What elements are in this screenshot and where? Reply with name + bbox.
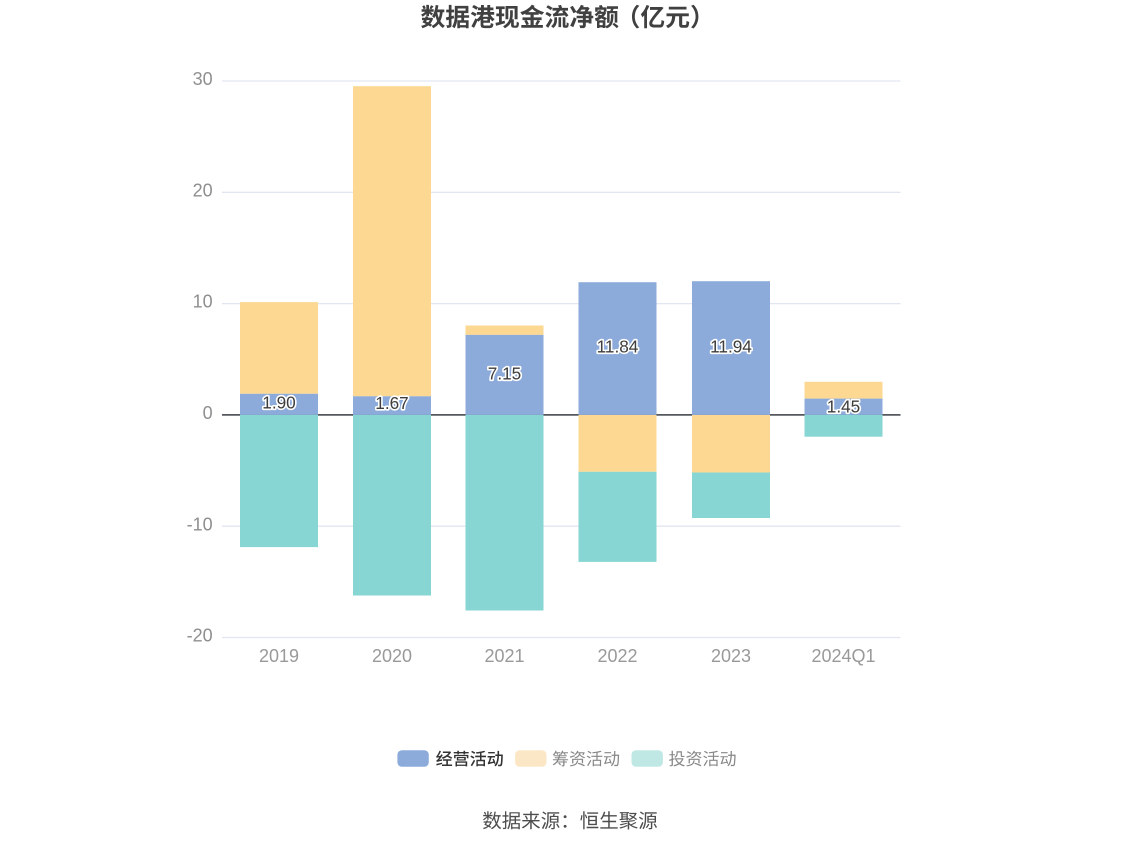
svg-text:11.94: 11.94 — [710, 337, 752, 357]
svg-text:11.84: 11.84 — [597, 336, 639, 356]
svg-text:2022: 2022 — [597, 646, 637, 666]
svg-text:7.15: 7.15 — [488, 363, 521, 383]
svg-text:0: 0 — [203, 403, 213, 423]
svg-text:30: 30 — [193, 69, 213, 89]
svg-text:-20: -20 — [187, 626, 213, 646]
svg-text:2020: 2020 — [372, 646, 412, 666]
svg-text:2021: 2021 — [484, 646, 524, 666]
svg-text:1.90: 1.90 — [262, 393, 295, 413]
svg-text:20: 20 — [193, 180, 213, 200]
svg-text:-10: -10 — [187, 514, 213, 534]
svg-text:2023: 2023 — [711, 646, 751, 666]
svg-text:2019: 2019 — [259, 646, 299, 666]
svg-text:1.67: 1.67 — [375, 393, 408, 413]
svg-text:2024Q1: 2024Q1 — [811, 646, 875, 666]
svg-text:1.45: 1.45 — [827, 397, 860, 417]
svg-text:10: 10 — [193, 292, 213, 312]
